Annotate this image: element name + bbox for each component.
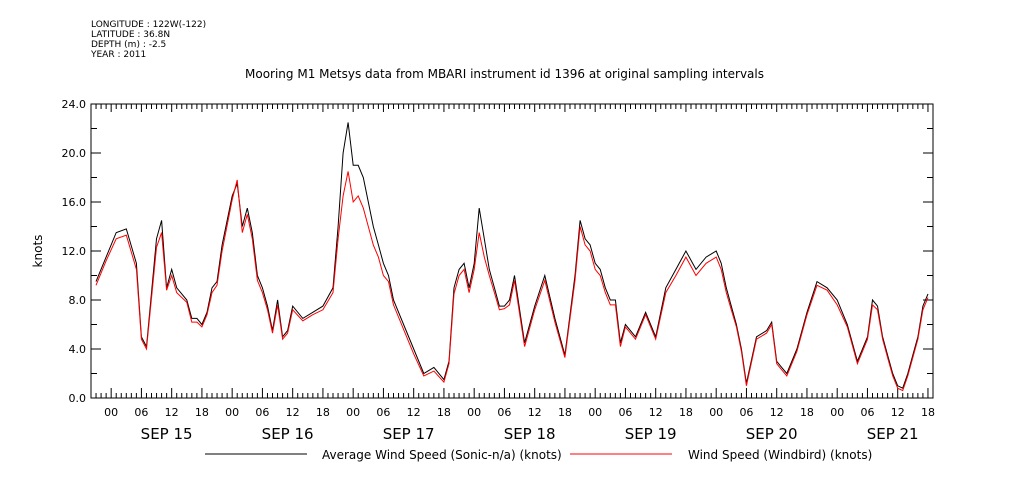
x-hour-label: 12 [528,406,542,419]
metadata-block: LONGITUDE : 122W(-122) LATITUDE : 36.8N … [91,20,206,60]
x-day-label: SEP 18 [504,425,556,443]
longitude-text: LONGITUDE : 122W(-122) [91,20,207,30]
y-tick-label: 20.0 [62,147,87,160]
x-hour-label: 18 [679,406,693,419]
x-hour-label: 06 [860,406,874,419]
x-day-label: SEP 16 [262,425,314,443]
x-hour-label: 18 [558,406,572,419]
y-axis-label: knots [31,235,45,268]
x-hour-label: 06 [255,406,269,419]
x-hour-label: 18 [195,406,209,419]
y-tick-label: 16.0 [62,196,87,209]
y-tick-label: 4.0 [69,343,87,356]
y-tick-label: 12.0 [62,245,87,258]
x-hour-label: 18 [921,406,935,419]
x-hour-label: 00 [104,406,118,419]
x-hour-label: 12 [286,406,300,419]
y-axis: 0.0 4.0 8.0 12.0 16.0 20.0 24.0 [62,98,933,405]
x-hour-label: 06 [618,406,632,419]
x-hour-label: 12 [165,406,179,419]
x-hour-label: 06 [739,406,753,419]
y-tick-label: 24.0 [62,98,87,111]
x-hour-label: 12 [407,406,421,419]
latitude-text: LATITUDE : 36.8N [91,30,171,40]
x-hour-label: 18 [316,406,330,419]
x-axis: 00 06 12 18 00 06 12 18 00 06 12 18 00 06 12 18 00 06 12 18… [90,104,935,443]
x-day-label: SEP 19 [625,425,677,443]
depth-text: DEPTH (m) : -2.5 [91,40,167,50]
legend-label-windbird: Wind Speed (Windbird) (knots) [688,448,872,462]
year-text: YEAR : 2011 [91,50,147,60]
chart-title: Mooring M1 Metsys data from MBARI instru… [245,67,764,81]
series-line-windbird [95,171,929,392]
x-hour-label: 12 [649,406,663,419]
y-tick-label: 8.0 [69,294,87,307]
x-hour-label: 00 [467,406,481,419]
x-hour-label: 00 [225,406,239,419]
x-hour-label: 06 [376,406,390,419]
series-lines [95,122,929,392]
x-hour-label: 00 [346,406,360,419]
x-hour-label: 06 [134,406,148,419]
x-hour-label: 00 [830,406,844,419]
x-hour-label: 00 [709,406,723,419]
x-hour-label: 12 [891,406,905,419]
x-day-label: SEP 15 [141,425,193,443]
legend-label-sonic: Average Wind Speed (Sonic-n/a) (knots) [322,448,562,462]
x-hour-label: 12 [770,406,784,419]
x-day-label: SEP 20 [746,425,798,443]
legend: Average Wind Speed (Sonic-n/a) (knots) W… [205,448,872,462]
y-tick-label: 0.0 [69,392,87,405]
plot-frame [90,103,934,399]
x-day-label: SEP 21 [867,425,919,443]
series-line-sonic [95,122,929,389]
x-day-label: SEP 17 [383,425,435,443]
x-hour-label: 18 [800,406,814,419]
x-hour-label: 18 [437,406,451,419]
x-hour-label: 06 [497,406,511,419]
x-hour-label: 00 [588,406,602,419]
